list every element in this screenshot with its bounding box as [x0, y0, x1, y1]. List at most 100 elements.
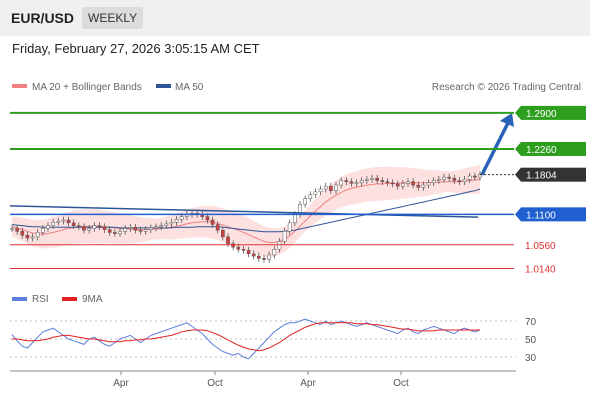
candle: [411, 178, 415, 189]
candle: [77, 222, 81, 231]
x-tick-label: Apr: [113, 378, 129, 389]
x-tick-label: Apr: [300, 378, 316, 389]
candle: [246, 247, 251, 258]
candle: [174, 216, 179, 226]
candle: [169, 218, 174, 228]
candle: [421, 181, 426, 191]
candle: [164, 220, 169, 230]
level-pointer: [515, 141, 521, 156]
level-label-pivot: 1.1100: [526, 210, 556, 221]
candle: [401, 179, 405, 190]
candle: [20, 227, 25, 239]
x-tick-label: Oct: [207, 378, 223, 389]
candle: [128, 223, 133, 232]
projection-arrow-head: [500, 112, 514, 127]
candle: [61, 216, 66, 225]
candle: [15, 225, 19, 235]
candle: [87, 225, 91, 234]
candle: [447, 173, 451, 182]
candle: [210, 216, 215, 228]
main-plot: [9, 112, 514, 263]
candle: [35, 229, 40, 241]
rsi-tick-label: 50: [525, 335, 537, 346]
candle: [282, 227, 287, 245]
symbol-label: EUR/USD: [11, 10, 75, 26]
candle: [287, 219, 292, 235]
candle: [431, 177, 436, 187]
x-tick-label: Oct: [393, 378, 409, 389]
candle: [308, 191, 313, 202]
candle: [354, 179, 359, 187]
candle: [462, 176, 467, 186]
candle: [102, 223, 107, 233]
candle: [375, 174, 379, 184]
legend-ma50-label: MA 50: [175, 82, 204, 93]
candle: [143, 226, 148, 235]
period-badge[interactable]: WEEKLY: [82, 7, 144, 29]
candle: [467, 172, 472, 183]
candle: [380, 177, 385, 186]
candle: [66, 216, 71, 227]
candle: [277, 238, 282, 253]
candle: [303, 195, 307, 208]
legend-ma50-swatch: [156, 84, 171, 88]
candle: [272, 245, 277, 259]
candle: [349, 178, 354, 187]
candle: [215, 221, 220, 234]
candle: [313, 188, 318, 199]
level-labels: 1.2900 1.2260 1.1804 1.1100 1.0560 1.0140: [515, 105, 586, 275]
x-axis: Apr Oct Apr Oct: [113, 371, 409, 389]
candle: [56, 217, 61, 226]
credit-label: Research © 2026 Trading Central: [432, 82, 581, 93]
level-lines: [10, 111, 514, 269]
level-pointer: [515, 207, 521, 222]
level-label-support: 1.0560: [525, 241, 556, 252]
candle: [30, 233, 35, 242]
candle: [251, 250, 256, 260]
candle: [344, 177, 349, 186]
level-label-resistance: 1.2260: [526, 145, 557, 156]
level-pointer: [515, 167, 521, 182]
candle: [149, 224, 153, 233]
candle: [97, 222, 102, 231]
candle: [359, 177, 364, 187]
legend-rsi-label: RSI: [32, 294, 49, 305]
candle: [51, 218, 55, 230]
candle: [452, 174, 457, 184]
candle: [154, 223, 158, 232]
candle: [442, 173, 446, 183]
candle: [71, 219, 76, 230]
candle: [262, 254, 266, 263]
candle: [365, 176, 369, 184]
candle: [46, 222, 50, 232]
candle: [318, 185, 323, 196]
candle: [329, 182, 333, 195]
candle: [118, 227, 122, 237]
rsi-tick-label: 70: [525, 317, 537, 328]
candle: [82, 223, 86, 234]
candle: [25, 231, 30, 242]
legend-ma20-label: MA 20 + Bollinger Bands: [32, 82, 142, 93]
candle: [390, 179, 395, 188]
candle: [416, 181, 421, 191]
candle: [41, 225, 45, 236]
legend-rsi-swatch: [12, 297, 27, 301]
legend-9ma-label: 9MA: [82, 294, 103, 305]
candle: [395, 180, 400, 190]
candle: [231, 240, 235, 251]
candle: [334, 181, 338, 195]
level-tag-resistance: [521, 141, 586, 156]
level-tag-resistance: [521, 105, 586, 120]
candle: [406, 178, 410, 187]
timestamp: Friday, February 27, 2026 3:05:15 AM CET: [12, 41, 260, 56]
candle: [159, 222, 163, 231]
rsi-tick-label: 30: [525, 353, 537, 364]
candle: [113, 229, 117, 237]
level-label-last: 1.1804: [526, 171, 557, 182]
candle: [123, 225, 127, 235]
candle: [426, 179, 431, 189]
candle: [323, 182, 328, 193]
candle: [10, 225, 14, 232]
candle: [241, 245, 246, 254]
